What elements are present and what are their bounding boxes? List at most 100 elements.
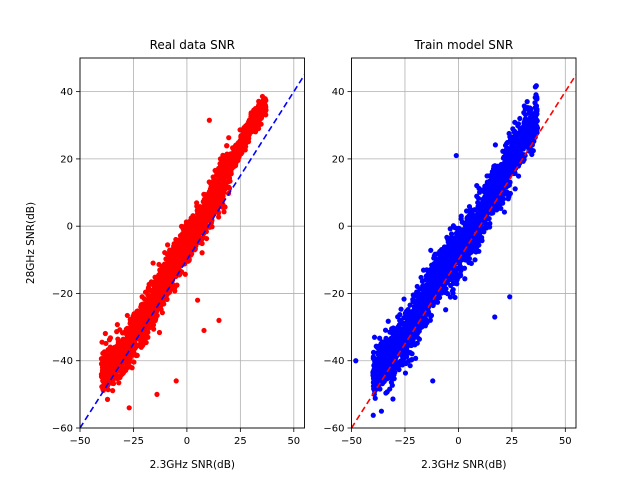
data-point: [370, 349, 377, 355]
data-point: [119, 350, 125, 356]
data-point: [104, 376, 110, 382]
data-point: [527, 127, 534, 133]
data-point: [99, 339, 105, 345]
panel-train-model: Train model SNR −50 −25 0 25 50 −60 −40 −20 0 20…: [323, 38, 577, 471]
data-point: [131, 359, 137, 365]
data-point: [203, 218, 209, 224]
data-point: [172, 288, 178, 294]
data-point: [371, 356, 377, 362]
data-point-outlier: [507, 294, 513, 300]
data-point: [452, 294, 458, 301]
data-point: [128, 321, 135, 328]
y-axis-label-real: 28GHz SNR(dB): [25, 202, 37, 284]
data-point: [241, 124, 247, 131]
data-point: [458, 213, 464, 219]
data-point: [420, 290, 427, 296]
data-point-outlier: [353, 358, 359, 364]
data-point-outlier: [206, 117, 212, 123]
data-point: [447, 226, 453, 232]
data-point: [200, 234, 206, 240]
data-point: [401, 326, 407, 332]
data-point: [410, 298, 416, 305]
reference-line-train: [351, 74, 576, 428]
data-point: [525, 107, 532, 113]
data-point: [482, 183, 488, 189]
data-point: [164, 251, 170, 257]
data-point: [445, 236, 451, 242]
data-point: [234, 141, 241, 148]
data-point: [156, 329, 163, 336]
data-point: [471, 217, 477, 223]
data-point: [407, 302, 413, 308]
data-point: [224, 151, 230, 157]
data-point: [434, 251, 440, 257]
data-point: [382, 358, 388, 364]
data-point: [492, 190, 498, 196]
data-point: [498, 166, 504, 173]
data-point: [148, 279, 154, 285]
data-point: [129, 365, 135, 371]
data-point: [246, 117, 252, 123]
data-point: [529, 151, 535, 158]
y-tick-label: 0: [338, 222, 344, 233]
data-point: [218, 179, 225, 185]
data-point: [401, 296, 407, 302]
data-point: [141, 301, 147, 307]
data-point: [517, 115, 523, 122]
data-point: [105, 369, 111, 375]
data-point: [405, 358, 412, 364]
data-point: [424, 267, 430, 273]
data-point: [486, 204, 492, 210]
data-point: [134, 352, 140, 358]
data-point: [391, 376, 397, 382]
data-point: [154, 312, 160, 319]
data-point: [146, 325, 152, 331]
data-point: [445, 243, 451, 249]
data-point: [487, 220, 493, 227]
data-point: [474, 193, 480, 199]
data-point: [198, 211, 204, 217]
data-point: [501, 209, 508, 215]
data-point: [102, 330, 108, 337]
data-point: [125, 364, 131, 370]
data-point: [138, 330, 144, 336]
data-point: [125, 344, 131, 351]
data-point: [116, 380, 122, 386]
data-point: [224, 143, 230, 149]
data-point: [512, 133, 518, 140]
data-point: [114, 329, 120, 335]
data-point: [479, 234, 485, 241]
data-point: [506, 130, 512, 137]
data-point: [396, 324, 403, 331]
data-point: [464, 236, 470, 242]
data-point: [153, 281, 159, 287]
data-point: [194, 200, 200, 206]
y-tick-label: −20: [323, 289, 344, 300]
data-point: [219, 195, 226, 201]
data-point: [258, 121, 264, 127]
data-point: [164, 256, 170, 262]
data-point: [259, 102, 265, 108]
data-point: [511, 159, 517, 165]
data-point: [236, 153, 242, 160]
data-point: [121, 346, 127, 352]
data-point: [159, 269, 165, 275]
data-point: [146, 297, 152, 303]
data-point: [450, 280, 457, 287]
data-point: [455, 226, 461, 232]
x-tick-label: 50: [287, 436, 300, 447]
data-point: [398, 306, 404, 312]
data-point: [150, 297, 156, 303]
data-point: [391, 370, 397, 376]
data-point: [195, 206, 201, 212]
data-point: [211, 210, 217, 216]
y-tick-label: 40: [332, 87, 345, 98]
data-point-outlier: [492, 314, 498, 320]
data-point: [407, 350, 413, 356]
data-point: [512, 155, 518, 161]
data-point: [398, 317, 404, 323]
data-point: [212, 190, 218, 197]
data-point: [476, 185, 482, 192]
data-point: [385, 318, 391, 324]
